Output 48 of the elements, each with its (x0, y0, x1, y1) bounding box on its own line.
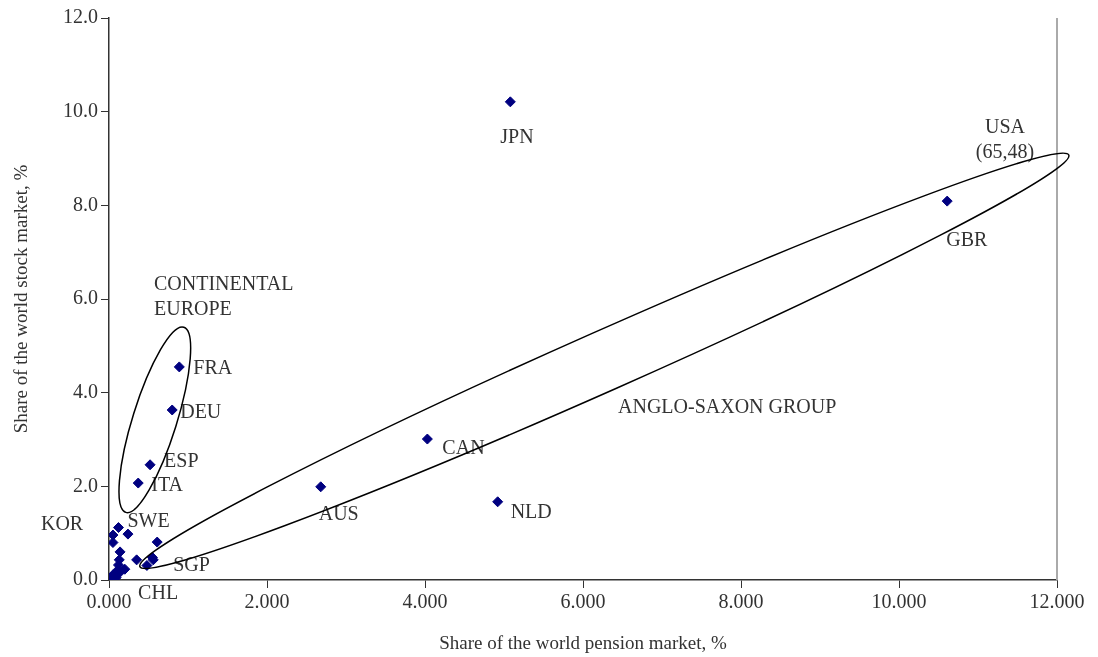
x-tick-label: 12.000 (1029, 590, 1085, 613)
point (114, 546, 126, 558)
y-tick-label: 8.0 (73, 192, 98, 215)
y-tick-label: 10.0 (63, 98, 98, 121)
y-tick-label: 4.0 (73, 379, 98, 402)
annotation: ANGLO-SAXON GROUP (618, 395, 837, 418)
annotation: CONTINENTAL EUROPE (154, 272, 294, 320)
point (492, 496, 504, 508)
annotation: SWE (127, 508, 170, 531)
point (941, 195, 953, 207)
annotation: AUS (318, 502, 359, 525)
annotation: KOR (40, 512, 84, 535)
annotation: JPN (500, 125, 534, 148)
annotation: ESP (164, 449, 199, 472)
annotation: ITA (151, 473, 184, 496)
y-tick-label: 6.0 (73, 286, 98, 309)
point (144, 459, 156, 471)
y-tick-label: 12.0 (63, 5, 98, 28)
point (132, 477, 144, 489)
x-tick-label: 4.000 (402, 590, 448, 613)
annotation: NLD (510, 500, 552, 523)
x-tick-label: 2.000 (244, 590, 290, 613)
point (141, 559, 153, 571)
x-tick-label: 10.000 (871, 590, 927, 613)
x-tick-label: 0.000 (86, 590, 132, 613)
annotation: SGP (173, 553, 210, 576)
point (109, 537, 119, 549)
point (504, 96, 516, 108)
point (131, 554, 143, 566)
point (112, 522, 124, 534)
point (166, 404, 178, 416)
x-tick-label: 6.000 (560, 590, 606, 613)
annotation: FRA (193, 356, 233, 379)
y-tick-label: 0.0 (73, 567, 98, 590)
annotation: CHL (138, 580, 179, 603)
x-tick-label: 8.000 (718, 590, 764, 613)
y-tick-label: 2.0 (73, 473, 98, 496)
point (151, 536, 163, 548)
annotation: CAN (442, 436, 485, 459)
point (315, 481, 327, 493)
annotation: GBR (946, 228, 988, 251)
point (173, 361, 185, 373)
point (421, 433, 433, 445)
y-axis-title: Share of the world stock market, % (10, 164, 32, 434)
x-axis-title: Share of the world pension market, % (439, 631, 727, 653)
annotation: USA (65,48) (975, 115, 1035, 164)
point (122, 528, 134, 540)
annotation: DEU (180, 400, 222, 423)
